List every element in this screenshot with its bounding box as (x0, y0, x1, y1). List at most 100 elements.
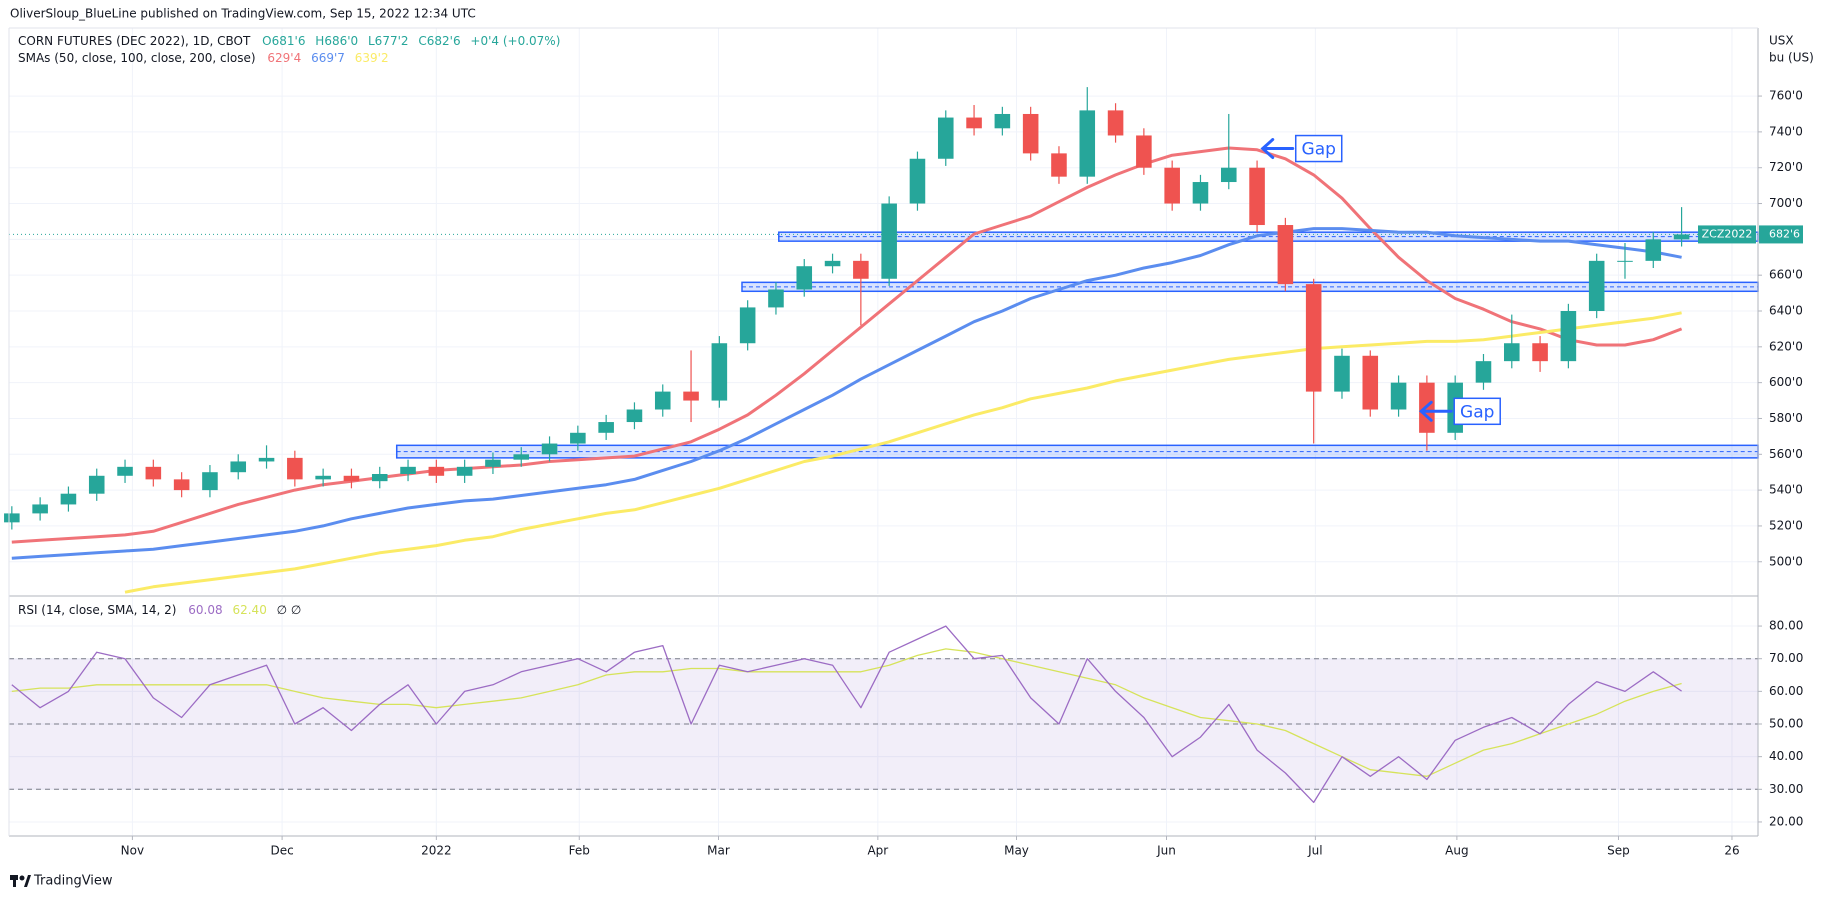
candle-body (173, 479, 190, 491)
candle-body (32, 504, 48, 514)
y-tick-label: 580'0 (1769, 411, 1803, 425)
candle-body (1645, 239, 1662, 261)
publisher: OliverSloup_BlueLine published on Tradin… (10, 7, 476, 21)
annotation-box (1294, 134, 1343, 163)
candle-body (824, 260, 841, 267)
y-tick-label: 70.00 (1769, 651, 1803, 665)
y-tick-label: 740'0 (1769, 124, 1803, 138)
candle-body (598, 422, 614, 433)
y-tick-label: 700'0 (1769, 196, 1803, 210)
candle-body (1107, 110, 1124, 136)
y-tick-label: 20.00 (1769, 814, 1803, 828)
low: L677'2 (368, 34, 409, 48)
price-tag (1759, 225, 1803, 244)
x-tick-label: May (1004, 844, 1029, 858)
candle-body (202, 472, 218, 491)
candle-body (315, 475, 331, 480)
candle-body (258, 457, 275, 462)
candle-body (428, 466, 445, 476)
candle-body (371, 473, 388, 482)
candle-body (230, 461, 247, 473)
candle-body (541, 443, 558, 455)
y-tick-label: 560'0 (1769, 447, 1803, 461)
candle-body (711, 343, 728, 401)
open: O681'6 (262, 34, 305, 48)
x-tick-label: Dec (270, 844, 293, 858)
indicator-line (11, 625, 1682, 804)
y-tick-label: 720'0 (1769, 160, 1803, 174)
legend-sma: SMAs (50, close, 100, close, 200, close)… (18, 51, 389, 65)
candle-body (1390, 382, 1407, 410)
candle-body (513, 454, 530, 460)
candle-body (768, 289, 784, 308)
y-tick-label: 40.00 (1769, 749, 1803, 763)
logo: TradingView (10, 874, 113, 889)
candle-body (4, 513, 20, 523)
x-tick-label: Jul (1307, 844, 1322, 858)
y-tick-label: 640'0 (1769, 304, 1803, 318)
candle-body (60, 493, 77, 505)
candle-body (1136, 135, 1152, 168)
candle-body (1475, 361, 1492, 383)
candle-body (570, 432, 586, 444)
symbol-tag (1698, 225, 1756, 244)
y-tick-label: 660'0 (1769, 268, 1803, 282)
y-tick-label: 30.00 (1769, 782, 1803, 796)
high: H686'0 (315, 34, 358, 48)
candle-body (117, 466, 133, 476)
candle-body (145, 466, 162, 480)
sma-value: 669'7 (311, 51, 345, 65)
candle-body (485, 459, 501, 467)
candle-body (626, 409, 643, 423)
candle-body (287, 457, 303, 480)
candle-body (1334, 355, 1350, 392)
change: +0'4 (+0.07%) (470, 34, 560, 48)
axes: 500'0 520'0 540'0 560'0 580'0 600'0 620'0 640'0… (121, 89, 1804, 858)
candle-body (1051, 153, 1067, 177)
candle-body (654, 391, 671, 410)
candle-body (1532, 343, 1548, 362)
rsi-value: 62.40 (232, 603, 266, 617)
candle-body (937, 117, 954, 159)
annotation-arrow (1260, 138, 1295, 160)
candle-body (1022, 113, 1039, 154)
candle-body (1617, 260, 1633, 262)
annotation-text: Gap (1460, 402, 1494, 422)
sma-title: SMAs (50, close, 100, close, 200, close) (18, 51, 256, 65)
close: C682'6 (418, 34, 460, 48)
candle-body (1164, 167, 1180, 204)
candle-body (1079, 110, 1096, 177)
candle-body (1560, 311, 1577, 362)
candle-body (456, 466, 473, 476)
y-tick-label: 60.00 (1769, 684, 1803, 698)
logo-text: TradingView (33, 874, 113, 889)
rsi-title: RSI (14, close, SMA, 14, 2) (18, 603, 176, 617)
indicator-line (11, 227, 1682, 560)
candle-body (1305, 284, 1322, 392)
annotation-arrow (1418, 400, 1453, 422)
candle-body (796, 266, 813, 290)
candle-body (683, 391, 699, 401)
x-tick-label: Mar (707, 844, 730, 858)
candle-body (1362, 355, 1379, 410)
legend-rsi: RSI (14, close, SMA, 14, 2) 60.08 62.40 … (18, 603, 301, 617)
unit-quantity: bu (US) (1769, 51, 1814, 65)
candle-body (909, 158, 926, 204)
symbol-title: CORN FUTURES (DEC 2022), 1D, CBOT (18, 34, 251, 48)
x-tick-label: Apr (867, 844, 888, 858)
x-tick-label: Feb (569, 844, 590, 858)
candle-body (1588, 260, 1605, 311)
candle-body (343, 475, 360, 482)
candle-body (1503, 343, 1520, 362)
candle-body (739, 307, 756, 344)
candle-body (966, 117, 982, 129)
sma-value: 629'4 (267, 51, 301, 65)
y-tick-label: 80.00 (1769, 619, 1803, 633)
candle-body (1277, 225, 1294, 285)
logo-mark (19, 875, 25, 881)
sma-value: 639'2 (355, 51, 389, 65)
candle-body (1249, 167, 1265, 226)
x-tick-label: Nov (121, 844, 144, 858)
